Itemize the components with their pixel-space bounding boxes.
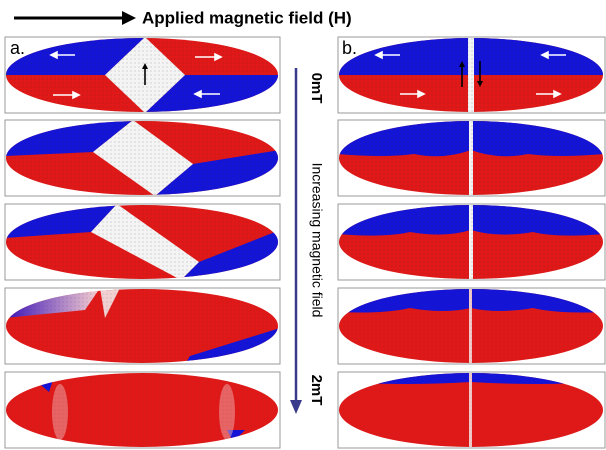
panel-b5	[338, 372, 605, 448]
panel-a2	[5, 120, 280, 196]
panel-label: a.	[10, 38, 25, 58]
field-arrow	[14, 11, 136, 25]
panel-a4	[5, 288, 280, 364]
panel-label: b.	[342, 38, 357, 58]
field-start: 0mT	[308, 73, 325, 104]
panel-b3	[338, 204, 605, 280]
field-title: Applied magnetic field (H)	[142, 8, 352, 27]
panel-b2	[338, 120, 605, 196]
panel-b4	[338, 288, 605, 364]
figure: Applied magnetic field (H)	[0, 0, 606, 450]
panel-a3	[5, 204, 280, 280]
field-axis-label: Increasing magnetic field	[309, 163, 325, 318]
panel-b1	[338, 37, 605, 113]
panel-a5	[5, 372, 280, 448]
panel-a1	[5, 37, 280, 113]
field-axis-arrow	[290, 68, 302, 414]
field-end: 2mT	[308, 375, 325, 406]
